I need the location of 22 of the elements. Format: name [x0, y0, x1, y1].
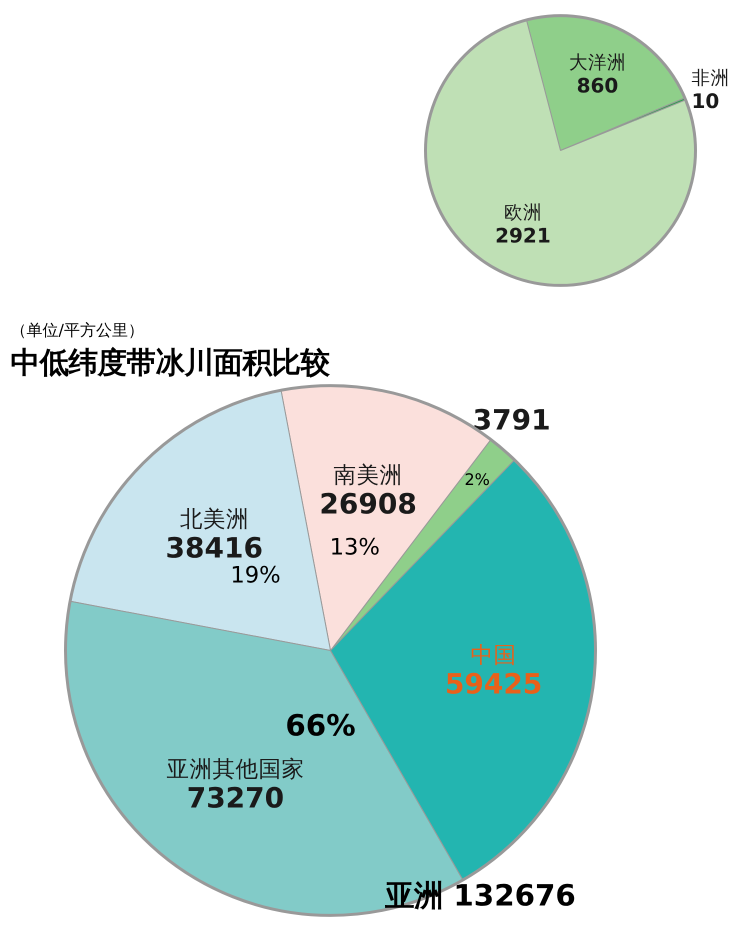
slice-label: 北美洲 [180, 506, 249, 532]
text: 66% [285, 708, 356, 742]
data-label: 59425 [444, 668, 542, 701]
text: 19% [230, 562, 281, 589]
slice-label: 非洲 [691, 68, 730, 90]
data-label: 3791 [472, 404, 551, 437]
data-label: 73270 [186, 781, 284, 814]
data-label: 10 [691, 89, 720, 114]
text: 13% [330, 534, 380, 560]
data-label: 860 [576, 73, 618, 98]
slice-label: 中国 [470, 642, 517, 669]
data-label: 2921 [495, 223, 551, 248]
slice-label: 大洋洲 [568, 52, 626, 74]
slice-label: 欧洲 [504, 202, 542, 224]
chart-subtitle: （单位/平方公里） [10, 320, 144, 340]
chart-title: 中低纬度带冰川面积比较 [10, 346, 330, 380]
slice-label: 南美洲 [334, 462, 403, 489]
text: 2% [464, 470, 490, 490]
data-label: 38416 [166, 531, 263, 564]
slice-label: 亚洲其他国家 [166, 756, 304, 782]
data-label: 26908 [319, 488, 417, 521]
text: 亚洲 132676 [384, 878, 576, 912]
